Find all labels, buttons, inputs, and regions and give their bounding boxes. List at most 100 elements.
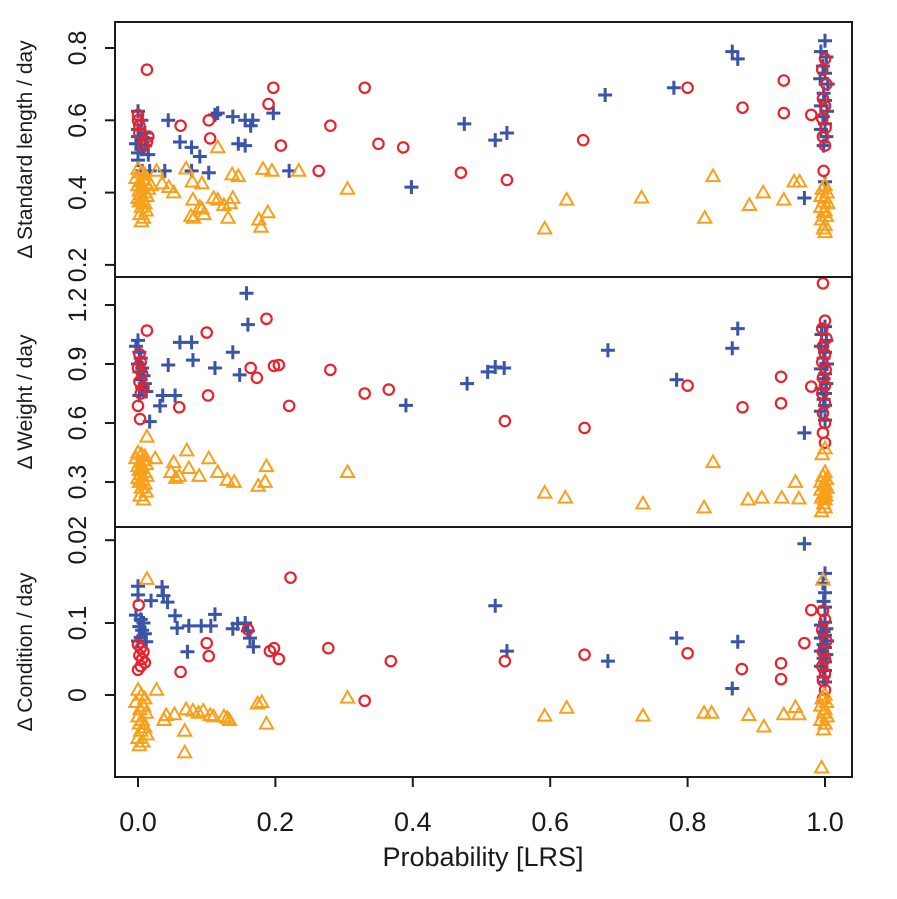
x-axis-tick-label: 0.0 <box>119 807 157 837</box>
marker-triangle <box>339 689 356 704</box>
marker-circle <box>202 114 216 127</box>
marker-plus <box>730 321 745 336</box>
marker-triangle <box>127 693 145 708</box>
marker-plus <box>460 376 475 391</box>
marker-plus <box>730 51 745 66</box>
marker-circle <box>818 652 832 666</box>
marker-triangle <box>209 191 227 206</box>
marker-triangle <box>258 457 275 473</box>
marker-circle <box>774 672 788 686</box>
marker-plus <box>184 140 199 155</box>
marker-circle <box>284 571 297 584</box>
marker-circle <box>804 380 818 393</box>
marker-circle <box>804 603 818 617</box>
marker-circle <box>250 371 264 385</box>
marker-circle <box>681 379 694 392</box>
marker-circle <box>816 92 830 105</box>
marker-triangle <box>252 218 270 233</box>
marker-triangle <box>177 159 195 175</box>
marker-plus <box>207 607 222 622</box>
marker-triangle <box>339 180 356 195</box>
marker-circle <box>818 347 832 361</box>
marker-circle <box>140 324 154 337</box>
marker-triangle <box>165 453 183 469</box>
marker-triangle <box>740 706 758 721</box>
marker-triangle <box>754 183 772 199</box>
marker-plus <box>192 149 207 164</box>
marker-plus <box>239 286 254 301</box>
y-axis-title-panel-3: Δ Condition / day <box>14 572 37 731</box>
marker-circle <box>384 654 398 668</box>
marker-triangle <box>556 488 574 504</box>
marker-triangle <box>704 167 722 183</box>
panel-2: 1.2 0.9 0.6 0.3 Δ Weight / day <box>14 276 853 528</box>
marker-triangle <box>256 473 274 488</box>
y-axis-tick-label: 0.1 <box>64 606 92 641</box>
marker-circle <box>132 598 145 612</box>
marker-circle <box>382 383 396 396</box>
marker-triangle <box>254 160 272 175</box>
marker-plus <box>181 618 196 633</box>
y-axis-title-panel-1: Δ Standard length / day <box>14 40 37 259</box>
marker-triangle <box>815 720 832 736</box>
marker-plus <box>185 353 200 368</box>
marker-circle <box>815 659 829 673</box>
marker-triangle <box>138 725 156 741</box>
marker-circle <box>816 645 830 659</box>
marker-circle <box>133 347 146 361</box>
marker-circle <box>816 604 830 618</box>
marker-circle <box>267 359 281 373</box>
marker-plus <box>210 106 225 121</box>
marker-triangle <box>703 704 720 719</box>
marker-triangle <box>219 209 237 224</box>
marker-triangle <box>229 167 247 183</box>
marker-plus <box>231 136 246 151</box>
marker-triangle <box>178 441 196 457</box>
marker-circle <box>202 649 216 663</box>
marker-circle <box>736 101 749 114</box>
marker-circle <box>135 367 149 381</box>
marker-triangle <box>253 693 270 708</box>
marker-circle <box>201 389 215 402</box>
marker-circle <box>244 361 257 375</box>
marker-circle <box>735 662 749 676</box>
marker-triangle <box>775 191 793 206</box>
marker-circle <box>774 370 788 384</box>
marker-plus <box>141 147 156 162</box>
marker-circle <box>131 399 145 413</box>
marker-triangle <box>249 694 266 710</box>
marker-circle <box>134 355 148 369</box>
marker-plus <box>168 388 183 403</box>
marker-circle <box>358 81 372 95</box>
marker-circle <box>820 77 833 91</box>
marker-plus <box>152 398 167 413</box>
marker-circle <box>817 164 830 178</box>
panel-3: 0.02 0.1 0 Δ Condition / day <box>14 516 853 778</box>
marker-circle <box>818 139 832 152</box>
marker-triangle <box>790 705 808 721</box>
marker-plus <box>232 367 247 382</box>
marker-circle <box>815 63 829 76</box>
marker-plus <box>238 616 253 630</box>
marker-plus <box>600 654 615 669</box>
panel-1-plot-area <box>127 33 837 239</box>
marker-circle <box>454 166 468 180</box>
marker-plus <box>144 593 159 608</box>
marker-circle <box>396 141 410 154</box>
marker-plus <box>499 125 514 140</box>
marker-triangle <box>696 209 714 224</box>
y-axis-tick-label: 0.6 <box>64 406 92 441</box>
series-group-triangle-panel-1 <box>127 138 837 239</box>
marker-triangle <box>634 707 652 722</box>
marker-circle <box>241 623 255 636</box>
marker-triangle <box>339 463 356 478</box>
marker-circle <box>681 646 694 660</box>
marker-triangle <box>146 449 164 465</box>
marker-plus <box>797 536 812 551</box>
marker-triangle <box>138 570 156 585</box>
marker-triangle <box>813 488 830 504</box>
marker-plus <box>797 425 812 440</box>
marker-circle <box>134 387 148 400</box>
marker-plus <box>600 343 615 358</box>
marker-triangle <box>200 449 218 465</box>
